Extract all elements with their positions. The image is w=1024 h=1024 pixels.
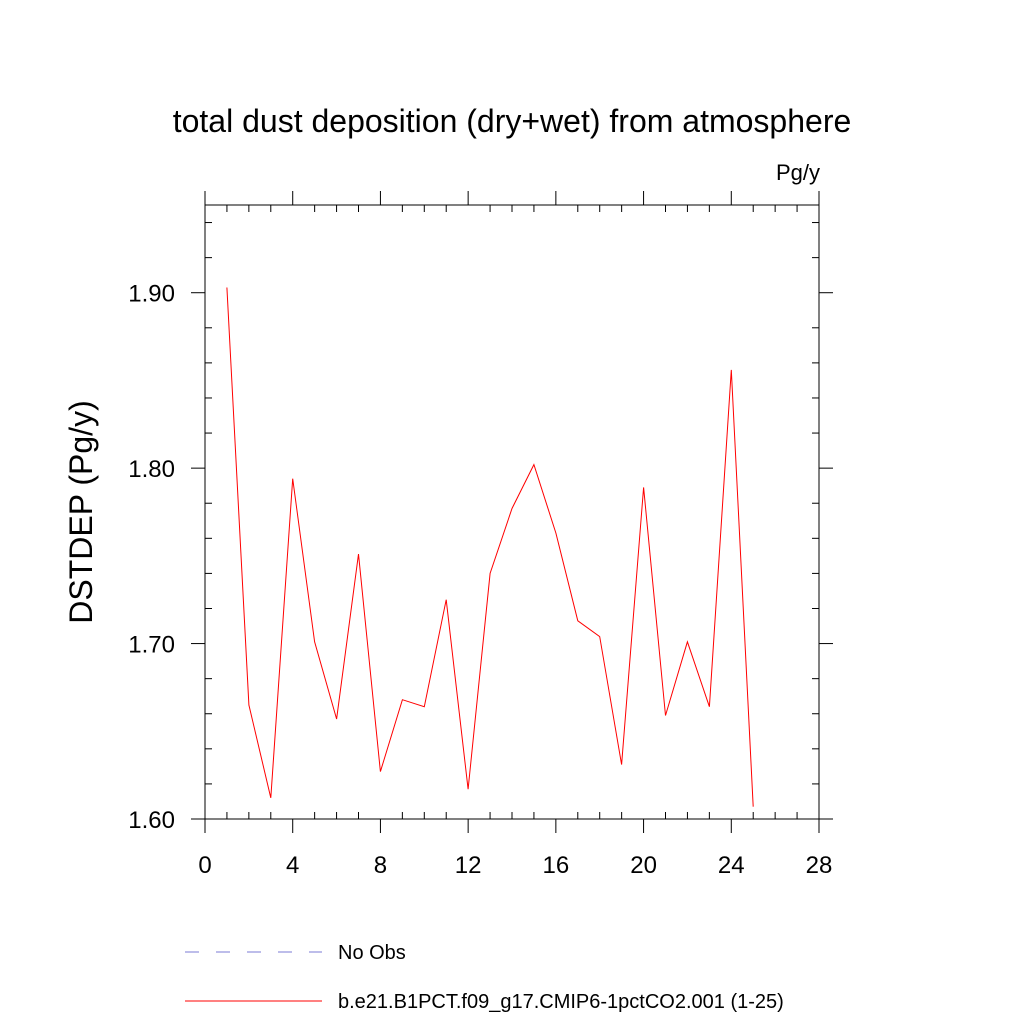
y-tick-label: 1.70 (128, 632, 175, 659)
x-tick-label: 0 (198, 852, 211, 879)
legend-label: b.e21.B1PCT.f09_g17.CMIP6-1pctCO2.001 (1… (338, 991, 784, 1013)
x-tick-label: 4 (286, 852, 299, 879)
y-tick-label: 1.80 (128, 456, 175, 483)
x-tick-label: 28 (806, 852, 833, 879)
y-tick-label: 1.90 (128, 281, 175, 308)
axis-ticks (191, 191, 833, 833)
x-tick-label: 20 (630, 852, 657, 879)
y-tick-label: 1.60 (128, 807, 175, 834)
x-tick-label: 8 (374, 852, 387, 879)
x-tick-label: 16 (543, 852, 570, 879)
tick-labels: 0 4 8 12 16 20 24 28 1.60 1.70 1.80 1.90 (128, 281, 832, 879)
legend-label: No Obs (338, 942, 406, 964)
x-tick-label: 24 (718, 852, 745, 879)
y-axis-label: DSTDEP (Pg/y) (63, 400, 99, 623)
units-label: Pg/y (776, 160, 820, 185)
series-line (226, 287, 754, 807)
legend: No Obs b.e21.B1PCT.f09_g17.CMIP6-1pctCO2.… (185, 942, 784, 1013)
x-tick-label: 12 (455, 852, 482, 879)
series-layer (226, 287, 754, 807)
chart-title: total dust deposition (dry+wet) from atm… (173, 103, 852, 139)
